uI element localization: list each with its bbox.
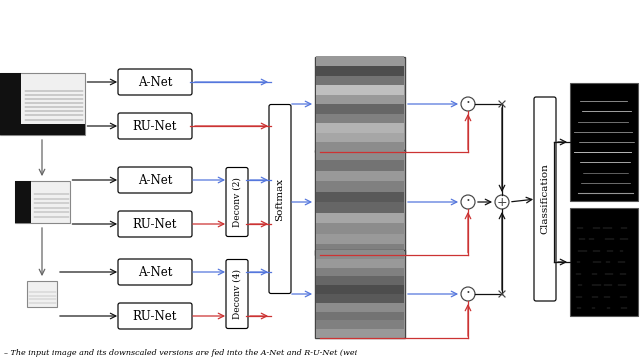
FancyBboxPatch shape: [0, 73, 84, 135]
FancyBboxPatch shape: [316, 66, 404, 76]
FancyBboxPatch shape: [315, 250, 405, 338]
FancyBboxPatch shape: [315, 56, 405, 152]
FancyBboxPatch shape: [316, 94, 404, 104]
FancyBboxPatch shape: [316, 302, 404, 312]
FancyBboxPatch shape: [316, 276, 404, 285]
FancyBboxPatch shape: [316, 104, 404, 114]
Text: +: +: [497, 195, 508, 209]
FancyBboxPatch shape: [316, 233, 404, 244]
Text: ·: ·: [465, 286, 470, 301]
FancyBboxPatch shape: [0, 124, 84, 135]
FancyBboxPatch shape: [534, 97, 556, 301]
FancyBboxPatch shape: [269, 105, 291, 294]
Text: RU-Net: RU-Net: [133, 310, 177, 323]
FancyBboxPatch shape: [316, 320, 404, 329]
FancyBboxPatch shape: [316, 191, 404, 202]
FancyBboxPatch shape: [316, 244, 404, 254]
Circle shape: [461, 195, 475, 209]
FancyBboxPatch shape: [316, 223, 404, 233]
FancyBboxPatch shape: [316, 212, 404, 223]
FancyBboxPatch shape: [118, 69, 192, 95]
FancyBboxPatch shape: [15, 181, 70, 223]
FancyBboxPatch shape: [316, 132, 404, 142]
FancyBboxPatch shape: [118, 259, 192, 285]
FancyBboxPatch shape: [118, 113, 192, 139]
FancyBboxPatch shape: [316, 329, 404, 338]
FancyBboxPatch shape: [316, 142, 404, 152]
FancyBboxPatch shape: [570, 208, 638, 316]
FancyBboxPatch shape: [118, 167, 192, 193]
Text: – The input image and its downscaled versions are fed into the A-Net and R-U-Net: – The input image and its downscaled ver…: [4, 349, 357, 357]
Text: ·: ·: [465, 194, 470, 209]
FancyBboxPatch shape: [316, 294, 404, 303]
FancyBboxPatch shape: [226, 168, 248, 236]
Text: ·: ·: [465, 96, 470, 111]
FancyBboxPatch shape: [316, 170, 404, 181]
FancyBboxPatch shape: [226, 260, 248, 328]
FancyBboxPatch shape: [570, 83, 638, 201]
Text: RU-Net: RU-Net: [133, 119, 177, 132]
Text: Deconv (2): Deconv (2): [232, 177, 241, 227]
Text: A-Net: A-Net: [138, 265, 172, 278]
FancyBboxPatch shape: [316, 160, 404, 171]
FancyBboxPatch shape: [316, 181, 404, 191]
FancyBboxPatch shape: [15, 181, 31, 223]
FancyBboxPatch shape: [118, 211, 192, 237]
FancyBboxPatch shape: [315, 150, 405, 254]
FancyBboxPatch shape: [316, 285, 404, 294]
FancyBboxPatch shape: [316, 249, 404, 259]
FancyBboxPatch shape: [316, 149, 404, 160]
FancyBboxPatch shape: [316, 267, 404, 277]
Circle shape: [495, 195, 509, 209]
Text: A-Net: A-Net: [138, 173, 172, 186]
FancyBboxPatch shape: [316, 113, 404, 123]
FancyBboxPatch shape: [316, 56, 404, 66]
FancyBboxPatch shape: [118, 303, 192, 329]
FancyBboxPatch shape: [316, 311, 404, 320]
Text: RU-Net: RU-Net: [133, 218, 177, 231]
Circle shape: [461, 97, 475, 111]
FancyBboxPatch shape: [316, 258, 404, 268]
Text: A-Net: A-Net: [138, 76, 172, 88]
Text: Classification: Classification: [541, 164, 550, 235]
Circle shape: [461, 287, 475, 301]
FancyBboxPatch shape: [316, 75, 404, 85]
FancyBboxPatch shape: [27, 281, 57, 307]
FancyBboxPatch shape: [0, 73, 20, 135]
Text: Deconv (4): Deconv (4): [232, 269, 241, 319]
FancyBboxPatch shape: [316, 202, 404, 212]
Text: Softmax: Softmax: [275, 177, 285, 220]
FancyBboxPatch shape: [316, 122, 404, 132]
FancyBboxPatch shape: [316, 84, 404, 94]
